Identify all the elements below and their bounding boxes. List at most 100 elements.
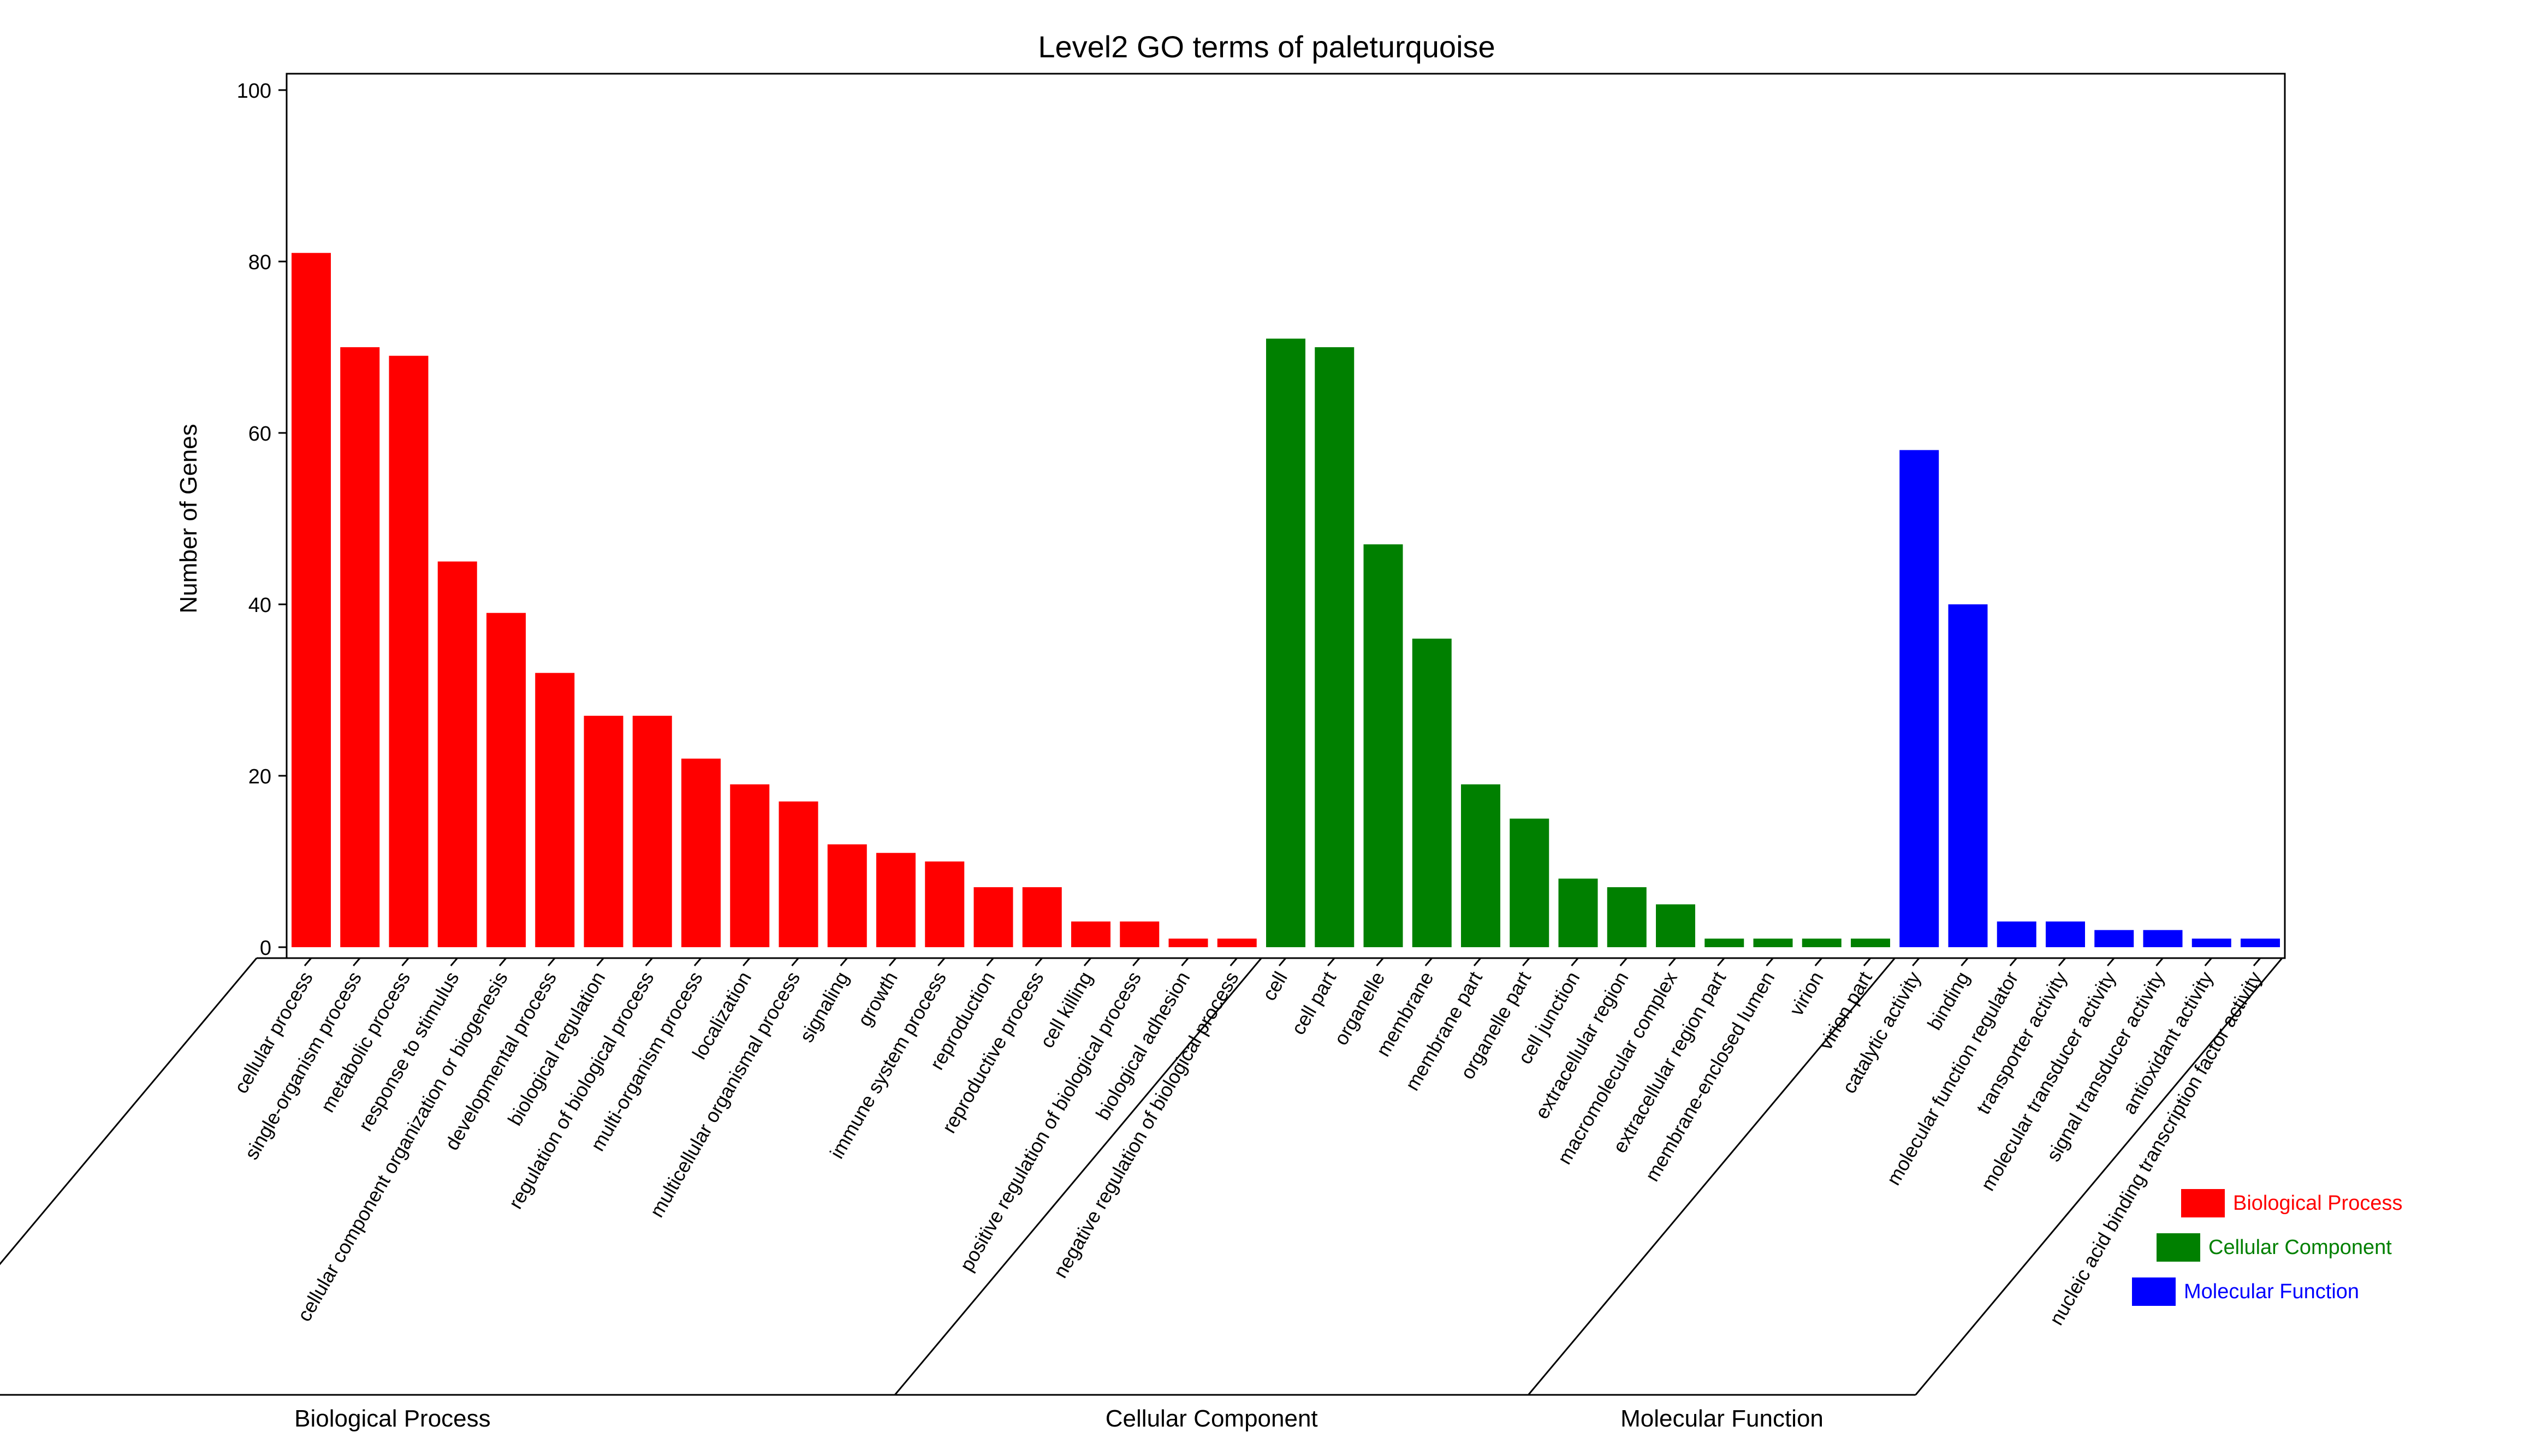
bar (486, 613, 526, 947)
y-tick-label: 60 (248, 423, 271, 445)
x-tick-label: binding (1923, 968, 1974, 1034)
x-tick-mark (450, 958, 458, 966)
group-divider (1528, 958, 1896, 1395)
bar (730, 784, 770, 947)
group-labels: Biological Process Cellular Component Mole… (294, 1405, 1824, 1432)
x-tick-mark (2155, 958, 2164, 966)
group-divider (894, 958, 1262, 1395)
x-tick-mark (840, 958, 848, 966)
x-tick-mark (1327, 958, 1335, 966)
bar (973, 887, 1013, 947)
bar (1899, 450, 1939, 947)
bar (1607, 887, 1647, 947)
x-tick-mark (596, 958, 604, 966)
x-tick-mark (743, 958, 751, 966)
x-tick-label: virion (1785, 968, 1828, 1020)
x-tick-mark (2253, 958, 2261, 966)
x-tick-mark (1035, 958, 1043, 966)
bar (1558, 878, 1598, 947)
x-tick-mark (548, 958, 556, 966)
x-tick-mark (1668, 958, 1677, 966)
y-tick-label: 0 (260, 937, 271, 960)
bar (1217, 938, 1257, 947)
bar (340, 347, 380, 947)
x-tick-mark (2009, 958, 2017, 966)
legend-label: Cellular Component (2208, 1236, 2392, 1259)
bar (292, 253, 331, 947)
bar (1071, 921, 1110, 947)
bar (1315, 347, 1355, 947)
x-tick-mark (2204, 958, 2212, 966)
x-tick-mark (1132, 958, 1141, 966)
x-tick-label: negative regulation of biological proces… (1049, 968, 1243, 1282)
x-tick-mark (1473, 958, 1482, 966)
x-tick-mark (645, 958, 653, 966)
bar (1168, 938, 1208, 947)
x-tick-mark (1717, 958, 1725, 966)
x-tick-mark (1571, 958, 1579, 966)
group-label: Biological Process (294, 1405, 491, 1432)
legend-swatch (2157, 1233, 2200, 1262)
x-axis-ticks (304, 958, 2261, 966)
y-tick-label: 40 (248, 594, 271, 617)
x-tick-mark (791, 958, 799, 966)
bar (632, 716, 672, 947)
y-axis-label: Number of Genes (175, 424, 202, 613)
x-tick-mark (1376, 958, 1384, 966)
bar (2143, 930, 2183, 947)
x-tick-mark (1424, 958, 1433, 966)
bar (1948, 604, 1988, 947)
bar (2094, 930, 2134, 947)
bar (1997, 921, 2036, 947)
x-tick-mark (1961, 958, 1969, 966)
x-tick-label: cell (1257, 968, 1292, 1005)
x-tick-mark (693, 958, 702, 966)
x-tick-mark (498, 958, 507, 966)
category-group-panel (0, 957, 2285, 1396)
legend-swatch (2132, 1277, 2176, 1306)
x-tick-mark (1181, 958, 1189, 966)
x-tick-mark (1619, 958, 1628, 966)
x-tick-label: cell part (1287, 968, 1341, 1039)
x-tick-label: growth (853, 968, 902, 1030)
bar (681, 758, 721, 947)
legend-label: Biological Process (2233, 1192, 2402, 1215)
x-tick-mark (1814, 958, 1822, 966)
bar (2046, 921, 2085, 947)
bar (389, 355, 429, 948)
bar (1753, 938, 1793, 947)
bar (1802, 938, 1842, 947)
bar (1704, 938, 1744, 947)
x-tick-mark (888, 958, 897, 966)
group-divider (0, 958, 258, 1265)
bar (1120, 921, 1160, 947)
x-tick-mark (2058, 958, 2066, 966)
bar (925, 861, 965, 947)
y-tick-label: 20 (248, 765, 271, 788)
group-label: Cellular Component (1106, 1405, 1318, 1432)
x-tick-mark (1522, 958, 1530, 966)
x-tick-mark (1083, 958, 1092, 966)
bar (535, 673, 575, 947)
x-tick-label: transporter activity (1971, 968, 2071, 1118)
x-tick-mark (2107, 958, 2115, 966)
bar (1851, 938, 1890, 947)
bar (876, 853, 916, 947)
x-tick-mark (1912, 958, 1920, 966)
y-tick-label: 80 (248, 251, 271, 274)
group-divider (1915, 958, 2283, 1395)
x-tick-mark (1766, 958, 1774, 966)
bar (1412, 638, 1452, 947)
bar (2191, 938, 2231, 947)
x-tick-mark (1230, 958, 1238, 966)
bar (2241, 938, 2280, 947)
y-tick-label: 100 (237, 80, 271, 103)
x-tick-mark (353, 958, 361, 966)
bar (437, 561, 477, 947)
bar (1656, 904, 1695, 947)
group-label: Molecular Function (1620, 1405, 1824, 1432)
legend-label: Molecular Function (2184, 1280, 2359, 1303)
legend: Biological Process Cellular Component Mole… (2132, 1189, 2402, 1306)
x-tick-mark (401, 958, 409, 966)
